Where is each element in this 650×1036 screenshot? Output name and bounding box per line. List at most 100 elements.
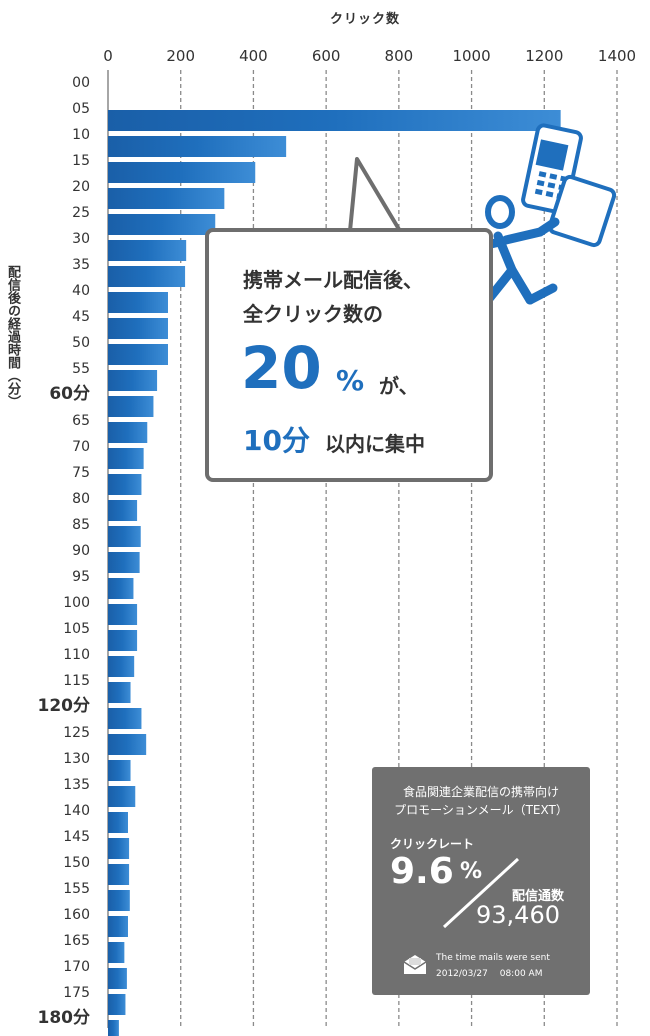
bar: [108, 474, 142, 495]
y-tick-label: 170: [63, 959, 90, 975]
bar: [108, 344, 168, 365]
x-tick-label: 1000: [452, 47, 490, 65]
y-tick-label: 130: [63, 751, 90, 767]
callout-line2: 全クリック数の: [243, 302, 383, 326]
y-tick-label: 90: [72, 543, 90, 559]
bar: [108, 864, 130, 885]
x-tick-label: 400: [239, 47, 268, 65]
x-tick-label: 600: [312, 47, 341, 65]
divider-slash: [442, 857, 520, 929]
bar: [108, 318, 168, 339]
click-rate-percent: %: [460, 859, 483, 884]
y-tick-label: 160: [63, 907, 90, 923]
y-tick-label: 165: [63, 933, 90, 949]
callout-percent-symbol: %: [336, 364, 365, 397]
bar: [108, 396, 154, 417]
bar: [108, 708, 142, 729]
y-tick-label: 35: [72, 257, 90, 273]
bar: [108, 578, 134, 599]
delivered-count-label: 配信通数: [512, 889, 565, 904]
y-tick-label: 110: [63, 647, 90, 663]
bar: [108, 136, 287, 157]
mail-icon: [403, 955, 427, 974]
callout-within: 以内に集中: [325, 432, 425, 456]
callout-ga: が、: [379, 374, 419, 398]
y-tick-label: 80: [72, 491, 90, 507]
sent-time-value: 2012/03/27 08:00 AM: [436, 969, 543, 979]
bar: [108, 266, 186, 287]
y-tick-label: 100: [63, 595, 90, 611]
y-tick-label: 40: [72, 283, 90, 299]
y-axis-label: 配信後の経過時間（分）: [5, 265, 20, 408]
bar: [108, 994, 126, 1015]
bar: [108, 838, 130, 859]
x-tick-label: 800: [385, 47, 414, 65]
y-tick-label: 175: [63, 985, 90, 1001]
bar: [108, 656, 135, 677]
y-tick-label: 150: [63, 855, 90, 871]
y-tick-label: 70: [72, 439, 90, 455]
callout-line1: 携帯メール配信後、: [243, 268, 423, 292]
y-tick-label: 55: [72, 361, 90, 377]
bar: [108, 448, 144, 469]
bar: [108, 734, 147, 755]
bar: [108, 500, 138, 521]
bar: [108, 1020, 119, 1036]
y-tick-label: 180分: [38, 1008, 91, 1028]
y-tick-label: 45: [72, 309, 90, 325]
y-tick-label: 60分: [49, 384, 90, 404]
bar: [108, 526, 141, 547]
x-axis-label: クリック数: [329, 12, 400, 27]
y-tick-label: 95: [72, 569, 90, 585]
callout-box: 携帯メール配信後、 全クリック数の 20 % が、 10分 以内に集中: [205, 228, 493, 482]
bar: [108, 214, 216, 235]
y-tick-label: 10: [72, 127, 90, 143]
x-tick-label: 200: [166, 47, 195, 65]
y-tick-label: 50: [72, 335, 90, 351]
bar: [108, 630, 138, 651]
y-tick-label: 155: [63, 881, 90, 897]
bar: [108, 916, 128, 937]
y-tick-label: 30: [72, 231, 90, 247]
y-tick-label: 105: [63, 621, 90, 637]
info-box: 食品関連企業配信の携帯向け プロモーションメール（TEXT） クリックレート 9…: [372, 767, 590, 995]
sent-time-label: The time mails were sent: [436, 953, 550, 963]
bar: [108, 240, 187, 261]
bar: [108, 760, 131, 781]
y-tick-label: 120分: [38, 696, 91, 716]
y-tick-label: 145: [63, 829, 90, 845]
bar: [108, 370, 158, 391]
bar: [108, 968, 127, 989]
bar: [108, 162, 256, 183]
x-tick-label: 1200: [525, 47, 563, 65]
y-tick-label: 135: [63, 777, 90, 793]
bar: [108, 110, 561, 131]
callout-ten-minutes: 10分: [243, 424, 310, 457]
bar: [108, 786, 136, 807]
click-rate-label: クリックレート: [390, 837, 475, 851]
bar: [108, 890, 130, 911]
bar: [108, 604, 138, 625]
x-tick-label: 0: [103, 47, 113, 65]
y-tick-label: 15: [72, 153, 90, 169]
y-tick-label: 00: [72, 75, 90, 91]
bar: [108, 942, 125, 963]
bar: [108, 292, 168, 313]
callout-percent-value: 20: [241, 334, 322, 402]
bar: [108, 552, 140, 573]
bar: [108, 422, 148, 443]
y-tick-label: 25: [72, 205, 90, 221]
y-tick-label: 05: [72, 101, 90, 117]
x-tick-label: 1400: [598, 47, 636, 65]
y-tick-label: 85: [72, 517, 90, 533]
y-tick-label: 115: [63, 673, 90, 689]
info-title-line2: プロモーションメール（TEXT）: [394, 803, 568, 817]
bar: [108, 188, 225, 209]
y-tick-label: 75: [72, 465, 90, 481]
y-tick-label: 65: [72, 413, 90, 429]
delivered-count-value: 93,460: [476, 901, 560, 929]
y-tick-label: 140: [63, 803, 90, 819]
bar: [108, 682, 131, 703]
bar: [108, 812, 128, 833]
